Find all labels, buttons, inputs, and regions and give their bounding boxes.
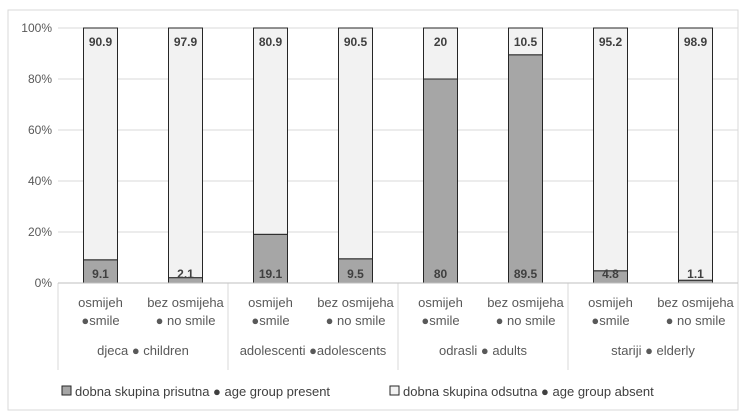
x-category-label: osmijeh bbox=[588, 295, 633, 310]
x-group-label: odrasli ● adults bbox=[439, 343, 528, 358]
data-label-present: 89.5 bbox=[514, 267, 538, 281]
data-label-absent: 97.9 bbox=[174, 35, 198, 49]
data-label-absent: 90.5 bbox=[344, 35, 368, 49]
x-category-label: osmijeh bbox=[418, 295, 463, 310]
y-tick-label: 40% bbox=[28, 174, 52, 188]
data-label-present: 9.1 bbox=[92, 267, 109, 281]
data-label-present: 19.1 bbox=[259, 267, 283, 281]
bar-segment-present bbox=[338, 258, 373, 284]
bar-segment-absent bbox=[678, 27, 713, 281]
y-tick-label: 60% bbox=[28, 123, 52, 137]
x-category-label-line2: ● no smile bbox=[496, 313, 556, 328]
x-category-label-line2: ●smile bbox=[591, 313, 629, 328]
y-tick-label: 0% bbox=[35, 276, 53, 290]
x-category-label-line2: ● no smile bbox=[666, 313, 726, 328]
bar-segment-present bbox=[508, 54, 543, 284]
x-category-label-line2: ● no smile bbox=[156, 313, 216, 328]
x-category-label: bez osmijeha bbox=[657, 295, 734, 310]
legend-label-absent: dobna skupina odsutna ● age group absent bbox=[403, 384, 654, 399]
data-label-absent: 95.2 bbox=[599, 35, 623, 49]
legend-swatch-present bbox=[61, 385, 72, 396]
legend-label-present: dobna skupina prisutna ● age group prese… bbox=[75, 384, 330, 399]
data-label-absent: 90.9 bbox=[89, 35, 113, 49]
bar-segment-absent bbox=[168, 27, 203, 279]
bar-segment-absent bbox=[338, 27, 373, 260]
x-group-label: djeca ● children bbox=[97, 343, 189, 358]
bar-segment-absent bbox=[83, 27, 118, 261]
bar-segment-present bbox=[423, 78, 458, 284]
y-tick-label: 100% bbox=[21, 21, 52, 35]
data-label-present: 9.5 bbox=[347, 267, 364, 281]
x-category-label-line2: ●smile bbox=[251, 313, 289, 328]
bar-segment-absent bbox=[593, 27, 628, 272]
bar-segment-absent bbox=[508, 27, 543, 56]
x-category-label-line2: ● no smile bbox=[326, 313, 386, 328]
x-category-label: osmijeh bbox=[248, 295, 293, 310]
x-group-label: stariji ● elderly bbox=[611, 343, 695, 358]
x-category-label: osmijeh bbox=[78, 295, 123, 310]
data-label-present: 4.8 bbox=[602, 267, 619, 281]
x-category-label: bez osmijeha bbox=[147, 295, 224, 310]
data-label-present: 80 bbox=[434, 267, 448, 281]
data-label-absent: 20 bbox=[434, 35, 448, 49]
y-tick-label: 80% bbox=[28, 72, 52, 86]
data-label-present: 1.1 bbox=[687, 267, 704, 281]
x-category-label: bez osmijeha bbox=[487, 295, 564, 310]
data-label-absent: 10.5 bbox=[514, 35, 538, 49]
legend-swatch-absent bbox=[389, 385, 400, 396]
data-label-present: 2.1 bbox=[177, 267, 194, 281]
chart-frame bbox=[7, 9, 739, 411]
bar-segment-absent bbox=[253, 27, 288, 235]
data-label-absent: 80.9 bbox=[259, 35, 283, 49]
bar-segment-absent bbox=[423, 27, 458, 80]
y-tick-label: 20% bbox=[28, 225, 52, 239]
x-category-label-line2: ●smile bbox=[81, 313, 119, 328]
x-category-label: bez osmijeha bbox=[317, 295, 394, 310]
x-category-label-line2: ●smile bbox=[421, 313, 459, 328]
data-label-absent: 98.9 bbox=[684, 35, 708, 49]
x-group-label: adolescenti ●adolescents bbox=[240, 343, 387, 358]
